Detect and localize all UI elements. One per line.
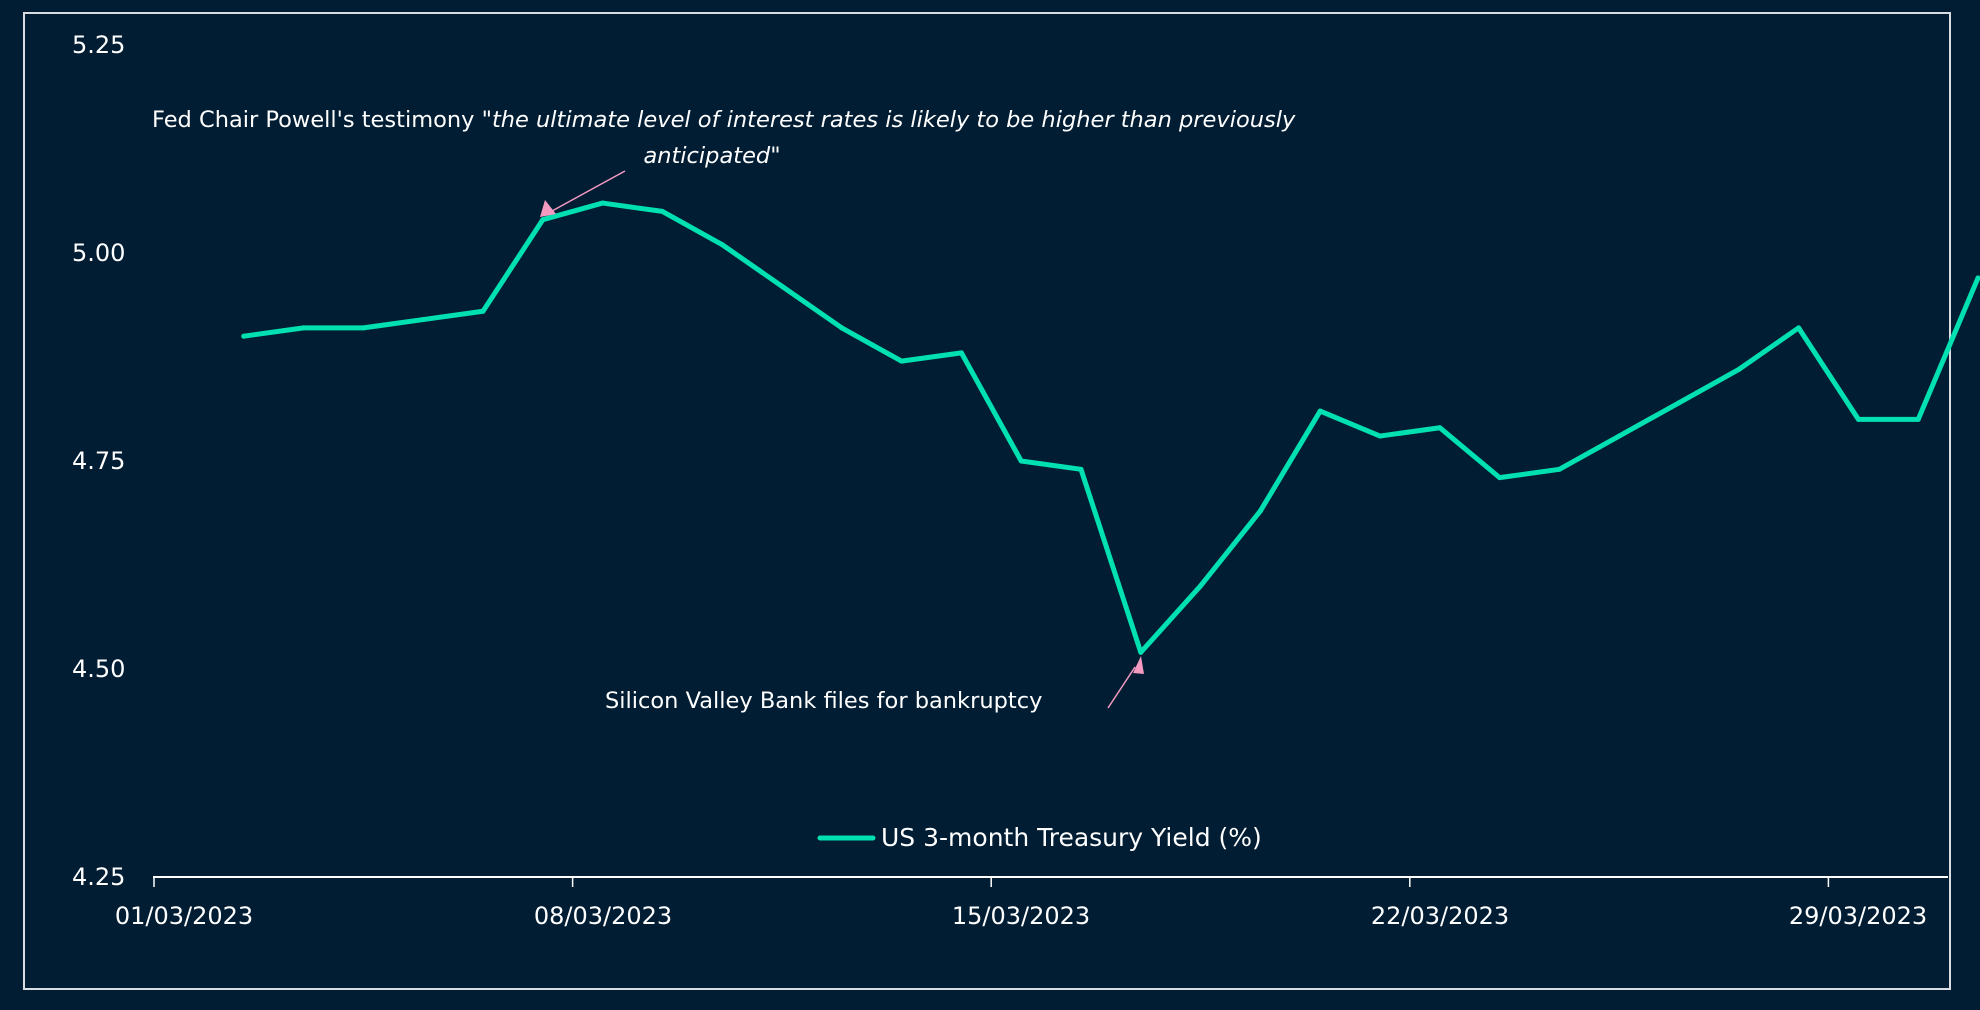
legend-label: US 3-month Treasury Yield (%) bbox=[881, 823, 1262, 852]
annotation-powell-line1: Fed Chair Powell's testimony "the ultima… bbox=[152, 107, 1296, 133]
data-point bbox=[1736, 366, 1742, 372]
data-point bbox=[839, 325, 845, 331]
data-points bbox=[241, 200, 1980, 655]
data-point bbox=[1796, 325, 1802, 331]
data-point bbox=[241, 333, 247, 339]
x-tick-label: 22/03/2023 bbox=[1371, 902, 1509, 930]
annotation-svb-arrow-line bbox=[1107, 666, 1136, 709]
data-point bbox=[659, 208, 665, 214]
annotation-svb-arrowhead bbox=[1133, 656, 1144, 674]
y-tick-labels: 5.25 5.00 4.75 4.50 4.25 bbox=[72, 31, 125, 891]
y-tick-label: 5.25 bbox=[72, 31, 125, 59]
data-point bbox=[1556, 466, 1562, 472]
legend: US 3-month Treasury Yield (%) bbox=[817, 823, 1262, 852]
y-tick-label: 4.50 bbox=[72, 655, 125, 683]
annotation-svb-text: Silicon Valley Bank files for bankruptcy bbox=[605, 688, 1042, 714]
data-point bbox=[1676, 400, 1682, 406]
data-point bbox=[1497, 475, 1503, 481]
annotation-powell-line2: anticipated" bbox=[643, 143, 780, 169]
data-point bbox=[1317, 408, 1323, 414]
y-tick-label: 5.00 bbox=[72, 239, 125, 267]
x-tick-label: 15/03/2023 bbox=[952, 902, 1090, 930]
x-tick-labels: 01/03/2023 08/03/2023 15/03/2023 22/03/2… bbox=[115, 902, 1927, 930]
annotation-powell-suffix: " bbox=[770, 143, 780, 169]
x-tick-label: 08/03/2023 bbox=[534, 902, 672, 930]
data-point bbox=[1915, 416, 1921, 422]
x-tick-label: 01/03/2023 bbox=[115, 902, 253, 930]
annotation-powell-prefix: Fed Chair Powell's testimony " bbox=[152, 107, 492, 133]
data-point bbox=[719, 242, 725, 248]
data-point bbox=[1198, 583, 1204, 589]
annotation-svb: Silicon Valley Bank files for bankruptcy bbox=[605, 656, 1144, 714]
data-point bbox=[480, 308, 486, 314]
data-point bbox=[420, 317, 426, 323]
data-point bbox=[600, 200, 606, 206]
x-tick-label: 29/03/2023 bbox=[1789, 902, 1927, 930]
data-point bbox=[1018, 458, 1024, 464]
y-tick-label: 4.25 bbox=[72, 863, 125, 891]
data-point bbox=[1616, 433, 1622, 439]
data-point bbox=[1078, 466, 1084, 472]
data-point bbox=[779, 283, 785, 289]
annotation-powell-arrowhead bbox=[540, 200, 556, 217]
data-point bbox=[958, 350, 964, 356]
data-point bbox=[540, 217, 546, 223]
data-point bbox=[1975, 275, 1980, 281]
annotation-powell-quote-1: the ultimate level of interest rates is … bbox=[492, 107, 1296, 133]
annotation-powell-quote-2: anticipated bbox=[643, 143, 770, 169]
data-point bbox=[1437, 425, 1443, 431]
data-point bbox=[1377, 433, 1383, 439]
chart-frame bbox=[23, 12, 1951, 990]
x-tick-marks bbox=[153, 877, 1830, 887]
data-point bbox=[301, 325, 307, 331]
y-tick-label: 4.75 bbox=[72, 447, 125, 475]
data-point bbox=[1138, 649, 1144, 655]
annotation-powell: Fed Chair Powell's testimony "the ultima… bbox=[152, 107, 1296, 217]
data-point bbox=[360, 325, 366, 331]
data-point bbox=[1855, 416, 1861, 422]
data-point bbox=[899, 358, 905, 364]
series-line-us-3-month-yield bbox=[241, 200, 1980, 655]
data-point bbox=[1257, 508, 1263, 514]
annotation-powell-arrow-line bbox=[551, 170, 626, 212]
